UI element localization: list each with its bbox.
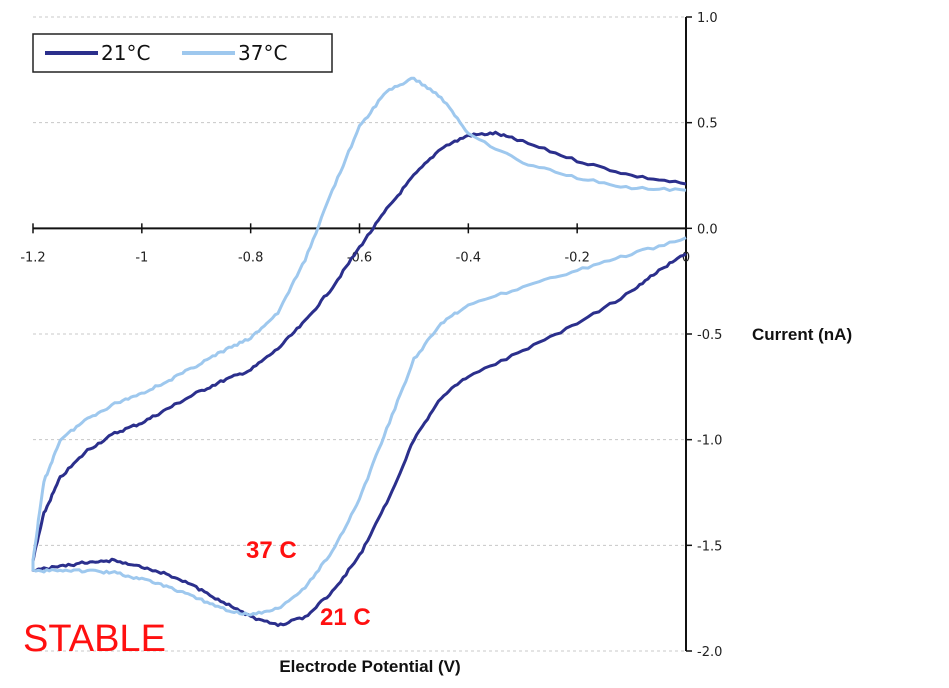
y-tick-label-3: -0.5 xyxy=(697,328,722,343)
axes xyxy=(32,16,692,652)
y-tick-label-2: 0.0 xyxy=(697,222,718,237)
gridlines xyxy=(33,16,686,652)
y-axis-title: Current (nA) xyxy=(752,325,852,344)
annotation-37c: 37 C xyxy=(246,537,297,564)
x-tick-label-4: -0.4 xyxy=(456,250,481,265)
annotation-stable: STABLE xyxy=(23,618,166,660)
legend-label-37c: 37°C xyxy=(238,41,287,65)
y-tick-label-6: -2.0 xyxy=(697,645,722,660)
x-tick-label-2: -0.8 xyxy=(238,250,263,265)
y-tick-labels: 1.0 0.5 0.0 -0.5 -1.0 -1.5 -2.0 xyxy=(697,11,722,660)
legend: 21°C 37°C xyxy=(32,33,333,73)
x-tick-label-3: -0.6 xyxy=(347,250,372,265)
y-tick-label-4: -1.0 xyxy=(697,434,722,449)
x-tick-labels: -1.2 -1 -0.8 -0.6 -0.4 -0.2 0 xyxy=(20,250,690,265)
series-line-21c xyxy=(31,130,687,628)
x-tick-label-6: 0 xyxy=(682,250,690,265)
x-tick-label-1: -1 xyxy=(135,250,148,265)
y-tick-label-0: 1.0 xyxy=(697,11,718,26)
y-tick-label-1: 0.5 xyxy=(697,117,718,132)
x-tick-label-0: -1.2 xyxy=(20,250,45,265)
series-lines xyxy=(31,76,687,628)
x-axis-title: Electrode Potential (V) xyxy=(279,657,460,676)
series-line-37c xyxy=(31,76,687,617)
annotation-21c: 21 C xyxy=(320,604,371,631)
y-tick-label-5: -1.5 xyxy=(697,539,722,554)
legend-label-21c: 21°C xyxy=(101,41,150,65)
x-tick-label-5: -0.2 xyxy=(564,250,589,265)
